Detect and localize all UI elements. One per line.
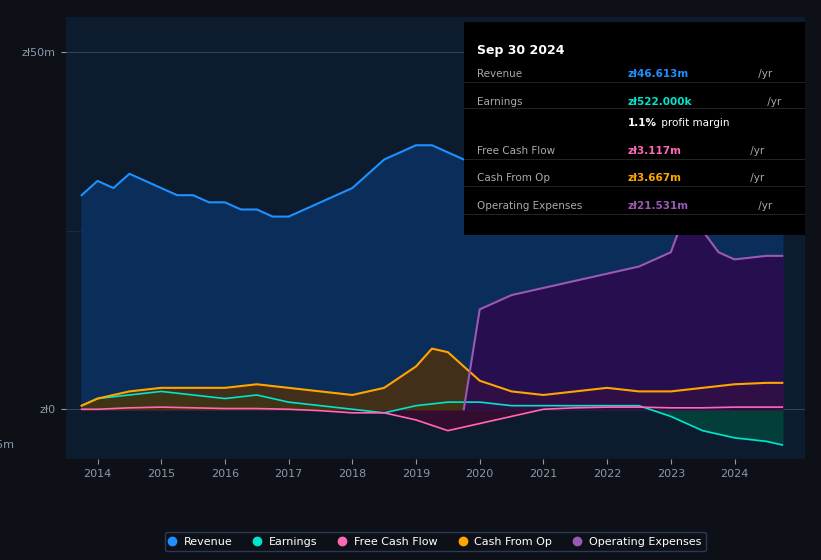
Text: zł522.000k: zł522.000k: [627, 97, 692, 107]
Legend: Revenue, Earnings, Free Cash Flow, Cash From Op, Operating Expenses: Revenue, Earnings, Free Cash Flow, Cash …: [164, 532, 706, 551]
Text: Operating Expenses: Operating Expenses: [478, 201, 583, 211]
Text: zł3.667m: zł3.667m: [627, 174, 681, 184]
Text: zł21.531m: zł21.531m: [627, 201, 689, 211]
Text: Revenue: Revenue: [478, 69, 523, 79]
Text: /yr: /yr: [746, 174, 764, 184]
Text: /yr: /yr: [755, 69, 773, 79]
Text: 1.1%: 1.1%: [627, 118, 657, 128]
Text: /yr: /yr: [746, 146, 764, 156]
Text: Earnings: Earnings: [478, 97, 523, 107]
Text: Sep 30 2024: Sep 30 2024: [478, 44, 565, 57]
Text: Free Cash Flow: Free Cash Flow: [478, 146, 556, 156]
Text: zł3.117m: zł3.117m: [627, 146, 681, 156]
Text: Cash From Op: Cash From Op: [478, 174, 551, 184]
Text: zł46.613m: zł46.613m: [627, 69, 689, 79]
Text: /yr: /yr: [755, 201, 773, 211]
Text: -zł5m: -zł5m: [0, 440, 14, 450]
Text: /yr: /yr: [764, 97, 781, 107]
Text: profit margin: profit margin: [658, 118, 730, 128]
